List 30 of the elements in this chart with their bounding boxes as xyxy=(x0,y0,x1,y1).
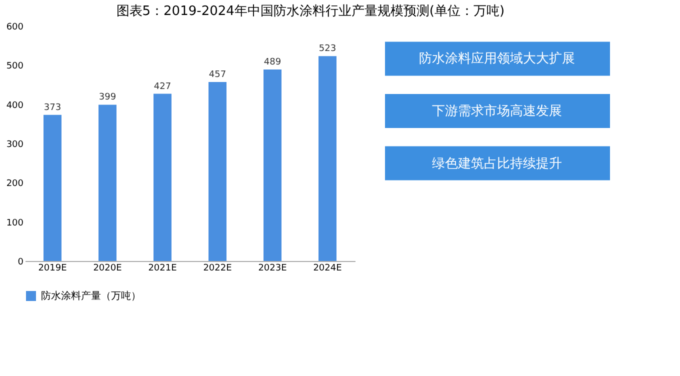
y-tick-label: 400 xyxy=(6,100,24,111)
text: 下游需求市场高速发展 xyxy=(432,103,562,119)
y-tick-label: 500 xyxy=(6,62,24,72)
bar xyxy=(154,94,172,261)
legend-label: 防水涂料产量（万吨） xyxy=(41,290,141,302)
x-tick-label: 2021E xyxy=(148,264,178,274)
bar xyxy=(44,114,62,261)
text: 防水涂料应用领域大大扩展 xyxy=(419,50,575,67)
bar xyxy=(264,69,282,261)
data-label: 427 xyxy=(154,82,172,92)
x-tick-label: 2022E xyxy=(203,264,232,274)
y-tick-label: 100 xyxy=(6,218,24,228)
x-tick-label: 2020E xyxy=(93,264,122,274)
y-tick-label: 0 xyxy=(18,258,24,268)
y-tick-label: 300 xyxy=(6,140,24,150)
data-label: 399 xyxy=(98,92,116,103)
x-tick-label: 2024E xyxy=(313,264,342,274)
bar xyxy=(208,82,226,261)
x-tick-label: 2023E xyxy=(258,264,288,274)
chart-title: 图表5：2019-2024年中国防水涂料行业产量规模预测(单位：万吨) xyxy=(116,4,505,19)
text: 绿色建筑占比持续提升 xyxy=(432,156,562,172)
bar xyxy=(318,56,336,261)
y-tick-label: 200 xyxy=(6,179,24,190)
data-label: 457 xyxy=(208,70,226,80)
data-label: 489 xyxy=(264,57,282,68)
bar xyxy=(98,104,116,261)
data-label: 523 xyxy=(318,44,336,54)
x-tick-label: 2019E xyxy=(38,264,68,274)
data-label: 373 xyxy=(44,102,62,113)
y-tick-label: 600 xyxy=(6,22,24,32)
